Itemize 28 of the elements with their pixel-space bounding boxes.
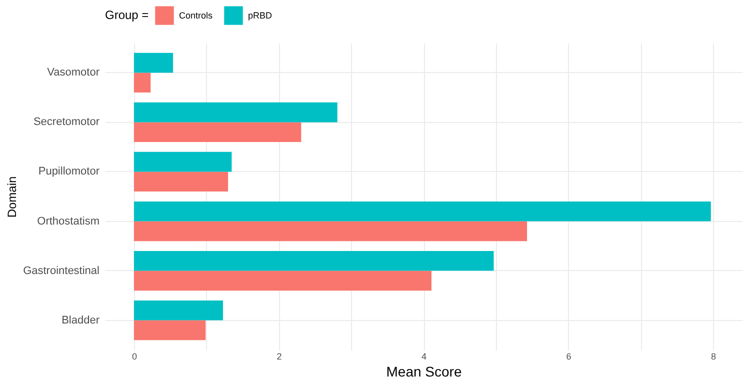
bar [134, 300, 223, 320]
x-tick-label: 2 [276, 352, 282, 362]
y-tick-label: Secretomotor [33, 116, 100, 128]
x-tick-label: 0 [132, 352, 137, 362]
bar [134, 250, 494, 271]
bar [134, 52, 174, 73]
bar [134, 122, 302, 142]
bar [134, 221, 528, 242]
legend-label: pRBD [248, 10, 273, 21]
y-tick-label: Orthostatism [37, 215, 100, 228]
y-tick-label: Pupillomotor [38, 166, 100, 178]
bar [134, 172, 228, 192]
x-tick-label: 4 [421, 352, 427, 362]
legend-title: Group = [105, 8, 149, 22]
y-tick-label: Bladder [62, 314, 100, 326]
x-tick-label: 6 [566, 352, 572, 362]
bar [134, 72, 151, 93]
y-tick-label: Vasomotor [47, 66, 100, 79]
y-axis-title: Domain [5, 176, 20, 218]
bar [134, 320, 206, 340]
y-tick-label: Gastrointestinal [23, 264, 100, 277]
bar [134, 270, 432, 291]
bar [134, 152, 232, 172]
bar [134, 102, 338, 122]
x-axis-title: Mean Score [386, 364, 462, 380]
legend-label: Controls [179, 10, 214, 21]
bar [134, 201, 711, 222]
x-tick-label: 8 [711, 352, 716, 362]
